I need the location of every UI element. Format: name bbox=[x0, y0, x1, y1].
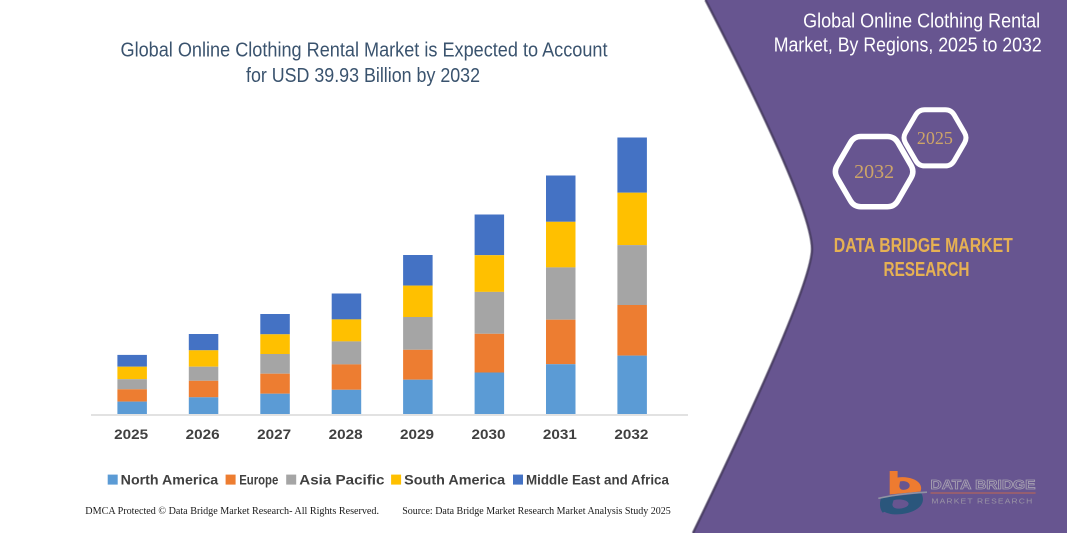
svg-text:2026: 2026 bbox=[186, 427, 221, 442]
svg-text:for USD 39.93 Billion by 2032: for USD 39.93 Billion by 2032 bbox=[246, 65, 480, 87]
svg-text:Source: Data Bridge Market Res: Source: Data Bridge Market Research Mark… bbox=[402, 506, 671, 517]
svg-text:Market, By Regions, 2025 to 20: Market, By Regions, 2025 to 2032 bbox=[774, 35, 1042, 57]
svg-text:Global Online Clothing Rental: Global Online Clothing Rental bbox=[803, 11, 1040, 33]
svg-text:RESEARCH: RESEARCH bbox=[884, 259, 970, 281]
svg-text:South America: South America bbox=[404, 472, 505, 487]
svg-text:North America: North America bbox=[121, 472, 219, 487]
svg-text:2032: 2032 bbox=[854, 161, 894, 183]
svg-text:Asia Pacific: Asia Pacific bbox=[299, 472, 385, 487]
svg-text:2031: 2031 bbox=[543, 427, 578, 442]
svg-text:DMCA Protected © Data Bridge M: DMCA Protected © Data Bridge Market Rese… bbox=[85, 506, 379, 517]
svg-text:Europe: Europe bbox=[239, 472, 279, 487]
svg-text:DATA BRIDGE: DATA BRIDGE bbox=[931, 477, 1036, 492]
svg-text:2032: 2032 bbox=[614, 427, 648, 442]
svg-text:MARKET RESEARCH: MARKET RESEARCH bbox=[931, 497, 1033, 506]
svg-text:2027: 2027 bbox=[257, 427, 291, 442]
svg-text:2029: 2029 bbox=[400, 427, 434, 442]
svg-text:2025: 2025 bbox=[917, 128, 953, 148]
svg-text:2025: 2025 bbox=[114, 427, 149, 442]
svg-text:2028: 2028 bbox=[329, 427, 364, 442]
svg-text:Middle East and Africa: Middle East and Africa bbox=[526, 472, 669, 487]
svg-text:2030: 2030 bbox=[472, 427, 506, 442]
svg-text:DATA BRIDGE MARKET: DATA BRIDGE MARKET bbox=[834, 235, 1013, 257]
svg-text:Global Online Clothing Rental: Global Online Clothing Rental Market is … bbox=[121, 40, 608, 62]
